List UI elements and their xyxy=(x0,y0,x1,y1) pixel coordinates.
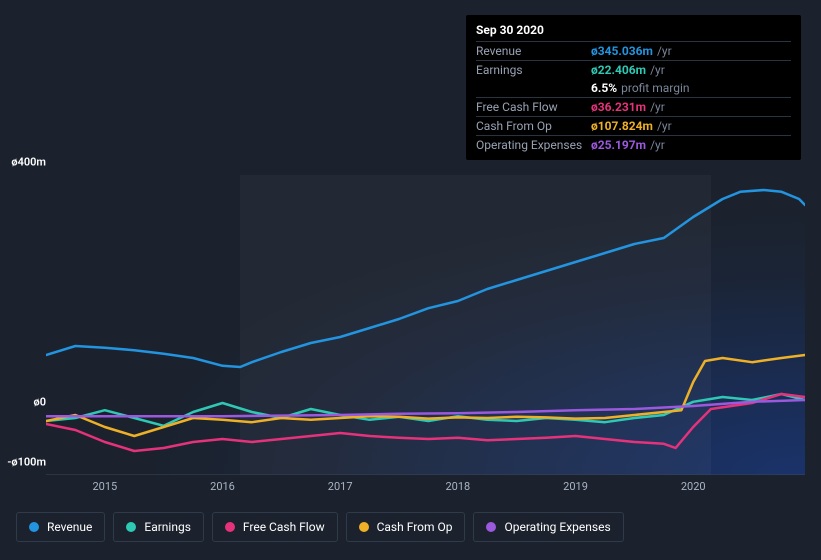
tooltip-row: Cash From Opø107.824m/yr xyxy=(476,116,791,135)
tooltip-row: Operating Expensesø25.197m/yr xyxy=(476,135,791,154)
revenue-line xyxy=(46,190,805,367)
tooltip-metric-unit: /yr xyxy=(650,63,665,77)
tooltip-metric-unit: /yr xyxy=(657,44,672,58)
legend-item-cfo[interactable]: Cash From Op xyxy=(346,512,466,542)
legend-item-earnings[interactable]: Earnings xyxy=(113,512,204,542)
legend-swatch xyxy=(29,522,39,532)
tooltip-metric-label: Earnings xyxy=(476,63,591,77)
legend-label: Cash From Op xyxy=(377,520,453,534)
tooltip-row: Earningsø22.406m/yr xyxy=(476,60,791,79)
legend-item-opex[interactable]: Operating Expenses xyxy=(473,512,623,542)
earnings-line xyxy=(46,394,805,426)
y-tick-label: ø0 xyxy=(34,396,47,409)
tooltip-metric-unit: /yr xyxy=(650,138,665,152)
tooltip-metric-value: ø22.406m xyxy=(591,63,646,77)
x-tick-label: 2020 xyxy=(681,480,706,493)
x-tick-label: 2015 xyxy=(92,480,117,493)
tooltip-metric-unit: /yr xyxy=(657,119,672,133)
plot-area[interactable] xyxy=(46,175,805,475)
y-tick-label: -ø100m xyxy=(7,456,46,469)
legend-swatch xyxy=(126,522,136,532)
tooltip-row: 6.5% profit margin xyxy=(476,79,791,97)
hover-tooltip: Sep 30 2020 Revenueø345.036m/yrEarningsø… xyxy=(466,15,801,160)
tooltip-metric-unit: /yr xyxy=(650,100,665,114)
x-tick-label: 2019 xyxy=(563,480,588,493)
tooltip-metric-value: ø36.231m xyxy=(591,100,646,114)
x-tick-label: 2017 xyxy=(328,480,353,493)
x-tick-label: 2018 xyxy=(445,480,470,493)
tooltip-metric-label: Free Cash Flow xyxy=(476,100,591,114)
legend-label: Revenue xyxy=(47,520,92,534)
tooltip-metric-label: Revenue xyxy=(476,44,591,58)
tooltip-metric-label: Operating Expenses xyxy=(476,138,591,152)
x-tick-label: 2016 xyxy=(210,480,235,493)
tooltip-date: Sep 30 2020 xyxy=(476,23,791,37)
tooltip-metric-value: ø345.036m xyxy=(591,44,653,58)
tooltip-row: Free Cash Flowø36.231m/yr xyxy=(476,97,791,116)
tooltip-metric-label: Cash From Op xyxy=(476,119,591,133)
legend-item-revenue[interactable]: Revenue xyxy=(16,512,105,542)
legend-swatch xyxy=(359,522,369,532)
legend-label: Free Cash Flow xyxy=(243,520,325,534)
tooltip-row: Revenueø345.036m/yr xyxy=(476,41,791,60)
legend: Revenue Earnings Free Cash Flow Cash From O… xyxy=(16,512,624,542)
legend-item-fcf[interactable]: Free Cash Flow xyxy=(212,512,338,542)
legend-label: Operating Expenses xyxy=(504,520,610,534)
tooltip-metric-value: 6.5% xyxy=(591,81,617,95)
legend-label: Earnings xyxy=(144,520,191,534)
y-tick-label: ø400m xyxy=(11,156,46,169)
legend-swatch xyxy=(225,522,235,532)
tooltip-metric-value: ø25.197m xyxy=(591,138,646,152)
tooltip-metric-value: ø107.824m xyxy=(591,119,653,133)
legend-swatch xyxy=(486,522,496,532)
tooltip-metric-unit: profit margin xyxy=(621,81,689,95)
